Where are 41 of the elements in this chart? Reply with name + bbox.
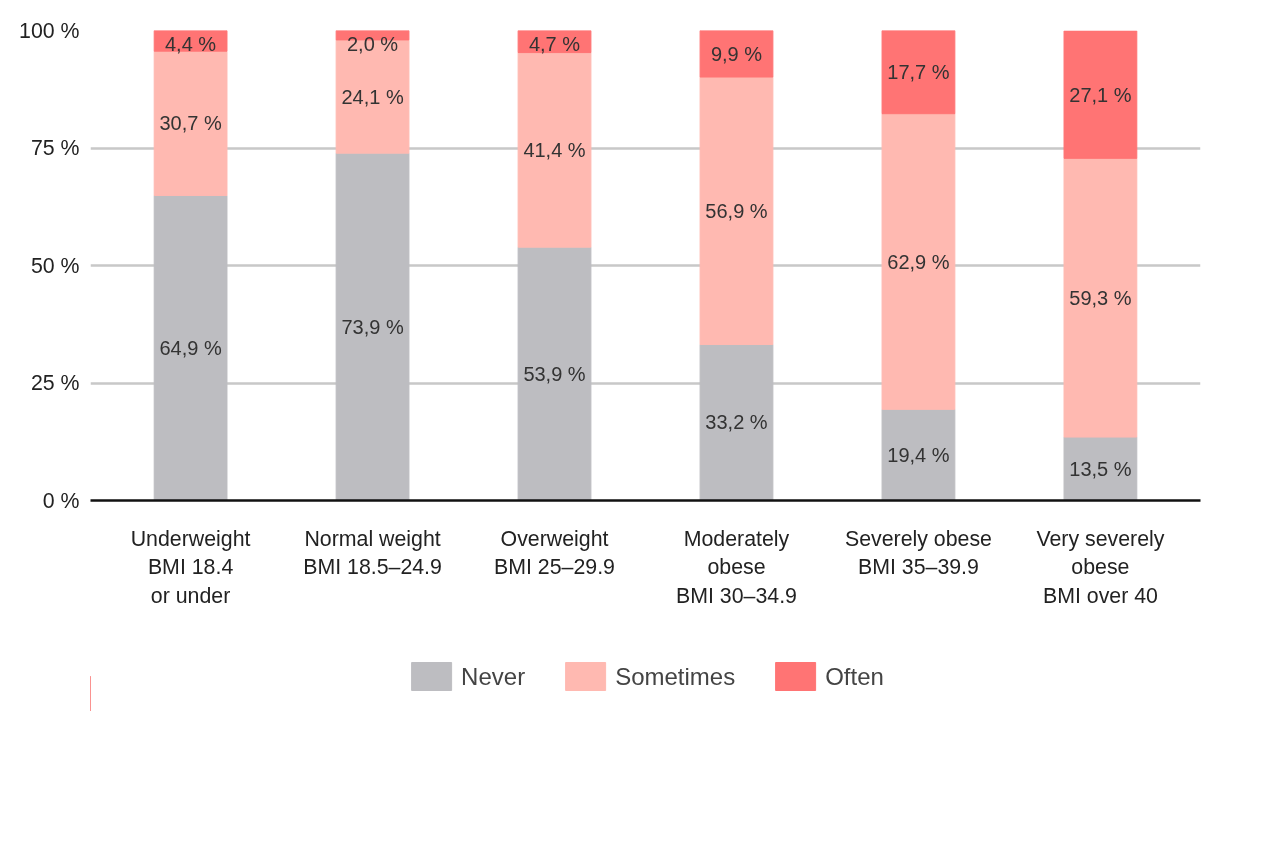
y-tick-label: 25 % bbox=[30, 371, 80, 395]
x-tick-label: Very severely obese BMI over 40 bbox=[1036, 526, 1165, 609]
x-tick-label: Overweight BMI 25–29.9 bbox=[494, 526, 615, 580]
data-label: 2,0 % bbox=[346, 32, 399, 55]
legend-label: Sometimes bbox=[615, 662, 736, 690]
data-label: 19,4 % bbox=[887, 443, 950, 466]
data-label: 13,5 % bbox=[1069, 457, 1132, 480]
data-label: 53,9 % bbox=[523, 362, 586, 385]
bar bbox=[335, 39, 410, 154]
x-tick-label: Moderately obese BMI 30–34.9 bbox=[676, 526, 797, 609]
x-tick-label: Severely obese BMI 35–39.9 bbox=[844, 526, 992, 580]
data-label: 41,4 % bbox=[523, 138, 586, 161]
bar bbox=[881, 113, 956, 410]
x-tick-label: Normal weight BMI 18.5–24.9 bbox=[303, 526, 442, 580]
bar bbox=[881, 408, 956, 501]
legend-label: Never bbox=[461, 662, 526, 690]
bar bbox=[1063, 157, 1138, 438]
data-label: 9,9 % bbox=[710, 42, 763, 65]
data-label: 27,1 % bbox=[1069, 83, 1132, 106]
y-tick-label: 0 % bbox=[42, 488, 80, 513]
bar bbox=[517, 52, 592, 248]
bar bbox=[699, 76, 774, 345]
data-label: 56,9 % bbox=[705, 199, 768, 222]
data-label: 24,1 % bbox=[341, 85, 404, 108]
data-label: 33,2 % bbox=[705, 411, 768, 434]
data-label: 62,9 % bbox=[887, 250, 950, 273]
data-label: 73,9 % bbox=[341, 315, 404, 338]
data-label: 64,9 % bbox=[159, 336, 222, 359]
data-label: 4,7 % bbox=[528, 32, 581, 55]
y-tick-label: 75 % bbox=[30, 136, 80, 160]
data-label: 59,3 % bbox=[1069, 286, 1132, 309]
bar bbox=[881, 30, 956, 115]
y-tick-label: 100 % bbox=[19, 18, 80, 43]
bar bbox=[699, 30, 774, 78]
y-tick-label: 50 % bbox=[30, 253, 80, 278]
data-label: 4,4 % bbox=[165, 32, 217, 55]
x-tick-label: Underweight BMI 18.4 or under bbox=[130, 526, 251, 609]
data-label: 30,7 % bbox=[159, 112, 222, 135]
legend-label: Often bbox=[825, 662, 884, 690]
bar bbox=[1063, 30, 1138, 159]
data-label: 17,7 % bbox=[887, 61, 950, 84]
